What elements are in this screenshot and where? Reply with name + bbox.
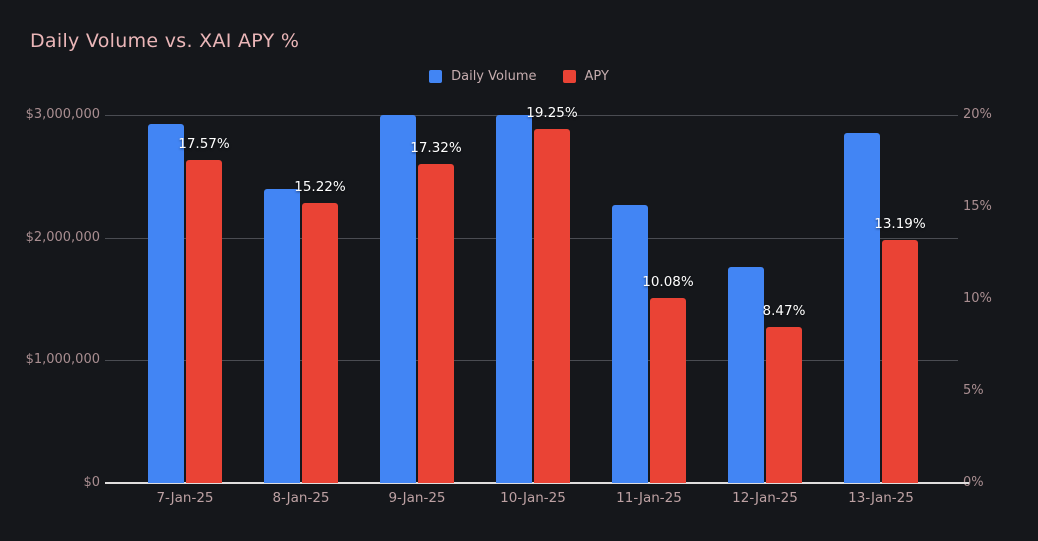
- bar-daily-volume[interactable]: [148, 123, 184, 483]
- bar-daily-volume[interactable]: [380, 115, 416, 483]
- legend-item-apy[interactable]: APY: [562, 69, 609, 84]
- bar-apy[interactable]: [882, 240, 918, 483]
- apy-data-label: 17.32%: [410, 140, 462, 157]
- bar-apy[interactable]: [766, 327, 802, 483]
- apy-data-label: 15.22%: [294, 178, 346, 195]
- x-axis-label: 7-Jan-25: [156, 490, 214, 506]
- right-axis-tick-label: 0%: [963, 475, 984, 490]
- right-axis-tick-label: 20%: [963, 107, 992, 122]
- apy-data-label: 10.08%: [642, 273, 694, 290]
- apy-data-label: 13.19%: [874, 216, 926, 233]
- bar-daily-volume[interactable]: [264, 188, 300, 483]
- apy-data-label: 19.25%: [526, 104, 578, 121]
- x-axis-label: 10-Jan-25: [500, 490, 566, 506]
- bar-apy[interactable]: [186, 159, 222, 483]
- bar-daily-volume[interactable]: [844, 133, 880, 483]
- right-axis-tick-label: 5%: [963, 383, 984, 398]
- x-axis-label: 12-Jan-25: [732, 490, 798, 506]
- legend: Daily Volume APY: [0, 69, 1038, 84]
- x-axis-label: 9-Jan-25: [388, 490, 446, 506]
- legend-swatch-icon: [562, 70, 576, 83]
- right-axis-zero-tick: [956, 482, 969, 484]
- bar-daily-volume[interactable]: [496, 115, 532, 483]
- legend-item-label: Daily Volume: [451, 69, 537, 84]
- bar-apy[interactable]: [302, 202, 338, 483]
- bar-apy[interactable]: [418, 164, 454, 483]
- bar-daily-volume[interactable]: [728, 267, 764, 483]
- x-axis-label: 11-Jan-25: [616, 490, 682, 506]
- apy-data-label: 17.57%: [178, 135, 230, 152]
- right-axis-tick-label: 10%: [963, 291, 992, 306]
- x-axis-line: [105, 482, 956, 484]
- legend-item-label: APY: [584, 69, 609, 84]
- right-axis-tick-label: 15%: [963, 199, 992, 214]
- chart-title: Daily Volume vs. XAI APY %: [30, 30, 300, 52]
- legend-swatch-icon: [429, 70, 443, 83]
- legend-item-daily-volume[interactable]: Daily Volume: [429, 69, 537, 84]
- x-axis-label: 13-Jan-25: [848, 490, 914, 506]
- x-axis-label: 8-Jan-25: [272, 490, 330, 506]
- bar-apy[interactable]: [650, 297, 686, 483]
- left-axis-tick-label: $0: [83, 475, 100, 490]
- left-axis-tick-label: $1,000,000: [25, 352, 100, 368]
- left-axis-tick-label: $2,000,000: [25, 229, 100, 245]
- apy-data-label: 8.47%: [762, 303, 806, 320]
- bar-apy[interactable]: [534, 128, 570, 483]
- bar-daily-volume[interactable]: [612, 204, 648, 483]
- left-axis-tick-label: $3,000,000: [25, 107, 100, 122]
